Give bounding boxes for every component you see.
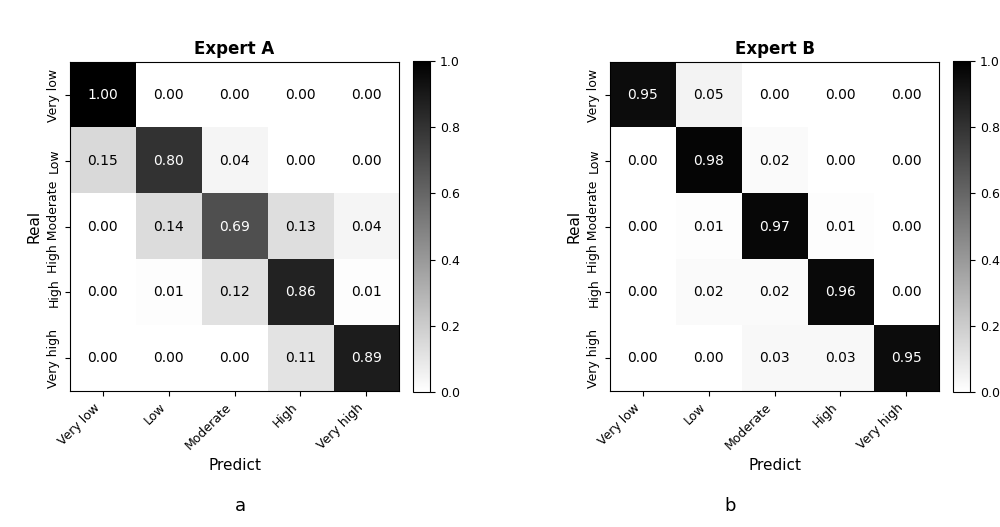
Text: 0.04: 0.04 — [219, 154, 250, 168]
Text: 0.00: 0.00 — [153, 88, 184, 102]
Text: 0.15: 0.15 — [88, 154, 118, 168]
Text: 0.11: 0.11 — [285, 351, 316, 365]
Text: 0.04: 0.04 — [351, 220, 381, 233]
Text: a: a — [234, 497, 246, 515]
Text: 0.01: 0.01 — [825, 220, 856, 233]
Text: 0.00: 0.00 — [88, 220, 118, 233]
Text: 0.02: 0.02 — [759, 286, 790, 299]
Title: Expert B: Expert B — [735, 40, 815, 58]
Text: 0.00: 0.00 — [88, 351, 118, 365]
Text: 0.69: 0.69 — [219, 220, 250, 233]
Text: 0.12: 0.12 — [219, 286, 250, 299]
Text: 0.00: 0.00 — [219, 88, 250, 102]
Text: 0.86: 0.86 — [285, 286, 316, 299]
Text: 0.03: 0.03 — [825, 351, 856, 365]
X-axis label: Predict: Predict — [748, 458, 801, 473]
Text: 0.00: 0.00 — [891, 154, 921, 168]
Text: 0.00: 0.00 — [153, 351, 184, 365]
Text: 0.00: 0.00 — [628, 351, 658, 365]
Text: 0.00: 0.00 — [891, 286, 921, 299]
Title: Expert A: Expert A — [194, 40, 275, 58]
Text: 0.00: 0.00 — [759, 88, 790, 102]
Text: 0.02: 0.02 — [759, 154, 790, 168]
Text: 0.96: 0.96 — [825, 286, 856, 299]
Text: 0.97: 0.97 — [759, 220, 790, 233]
Text: 0.00: 0.00 — [891, 88, 921, 102]
Text: 0.00: 0.00 — [219, 351, 250, 365]
Text: 0.01: 0.01 — [153, 286, 184, 299]
Text: 0.00: 0.00 — [628, 154, 658, 168]
Text: 0.02: 0.02 — [693, 286, 724, 299]
Text: 0.14: 0.14 — [153, 220, 184, 233]
Text: 0.89: 0.89 — [351, 351, 382, 365]
Y-axis label: Real: Real — [567, 210, 582, 243]
Text: b: b — [724, 497, 736, 515]
Text: 0.01: 0.01 — [693, 220, 724, 233]
Text: 0.98: 0.98 — [693, 154, 724, 168]
Text: 0.00: 0.00 — [285, 154, 316, 168]
Text: 0.00: 0.00 — [693, 351, 724, 365]
Text: 0.00: 0.00 — [628, 220, 658, 233]
Text: 0.00: 0.00 — [285, 88, 316, 102]
Text: 0.01: 0.01 — [351, 286, 382, 299]
Text: 0.00: 0.00 — [825, 154, 856, 168]
Y-axis label: Real: Real — [27, 210, 42, 243]
Text: 0.95: 0.95 — [628, 88, 658, 102]
Text: 0.80: 0.80 — [153, 154, 184, 168]
Text: 0.03: 0.03 — [759, 351, 790, 365]
Text: 0.00: 0.00 — [88, 286, 118, 299]
Text: 0.13: 0.13 — [285, 220, 316, 233]
Text: 0.95: 0.95 — [891, 351, 922, 365]
Text: 0.00: 0.00 — [628, 286, 658, 299]
Text: 0.00: 0.00 — [351, 88, 381, 102]
Text: 1.00: 1.00 — [88, 88, 118, 102]
Text: 0.05: 0.05 — [693, 88, 724, 102]
Text: 0.00: 0.00 — [825, 88, 856, 102]
Text: 0.00: 0.00 — [891, 220, 921, 233]
X-axis label: Predict: Predict — [208, 458, 261, 473]
Text: 0.00: 0.00 — [351, 154, 381, 168]
